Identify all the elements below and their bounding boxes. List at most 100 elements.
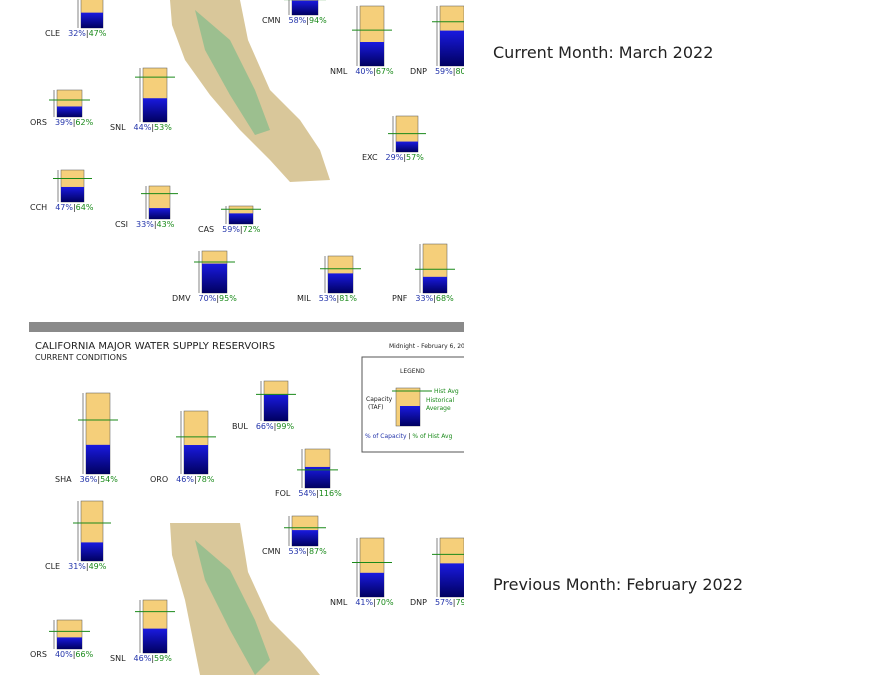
legend-capacity: Capacity: [366, 396, 393, 403]
separator: |: [216, 294, 219, 303]
pct-capacity: 39%: [55, 118, 73, 127]
reservoir-code: CAS: [198, 225, 214, 234]
reservoir-code: EXC: [362, 153, 378, 162]
reservoir-code: FOL: [275, 489, 291, 498]
storage-bar: [81, 12, 103, 28]
storage-bar: [264, 394, 288, 421]
separator: |: [373, 598, 376, 607]
reservoir-label: DMV 70%|95%: [172, 294, 237, 303]
pct-hist: 66%: [75, 650, 93, 659]
separator: |: [73, 118, 76, 127]
pct-hist: 70%: [376, 598, 394, 607]
reservoir-code: CLE: [45, 562, 60, 571]
reservoir-code: PNF: [392, 294, 408, 303]
pct-hist: 57%: [406, 153, 424, 162]
storage-bar: [184, 445, 208, 474]
pct-capacity: 54%: [298, 489, 316, 498]
storage-bar: [292, 530, 318, 546]
pct-capacity: 46%: [134, 654, 152, 663]
separator: |: [433, 294, 436, 303]
reservoir-label: SNL 44%|53%: [110, 123, 172, 132]
reservoir-map-previous: CALIFORNIA MAJOR WATER SUPPLY RESERVOIRS…: [29, 332, 466, 675]
separator: |: [73, 650, 76, 659]
map-valley: [195, 540, 270, 675]
map-valley: [195, 10, 270, 135]
storage-bar: [440, 30, 464, 67]
reservoir-label: SNL 46%|59%: [110, 654, 172, 663]
legend-fill: [400, 406, 420, 426]
pct-capacity: 57%: [435, 598, 453, 607]
pct-capacity: 33%: [415, 294, 433, 303]
reservoir-code: SHA: [55, 475, 72, 484]
reservoir-code: CLE: [45, 29, 60, 38]
pct-capacity: 33%: [136, 220, 154, 229]
map-bottom: [29, 312, 464, 322]
reservoir-label: DNP 57%|79: [410, 598, 466, 607]
storage-bar: [143, 628, 167, 653]
separator: |: [86, 29, 89, 38]
pct-hist: 67%: [376, 67, 394, 76]
reservoir-code: ORS: [30, 118, 47, 127]
pct-hist: 68%: [436, 294, 454, 303]
reservoir-label: ORO 46%|78%: [150, 475, 215, 484]
separator: |: [408, 433, 410, 440]
reservoir-code: CCH: [30, 203, 47, 212]
pct-capacity: 29%: [386, 153, 404, 162]
storage-bar: [81, 542, 103, 561]
reservoir-label: FOL 54%|116%: [275, 489, 342, 498]
reservoir-code: NML: [330, 598, 348, 607]
pct-hist: 79: [455, 598, 465, 607]
pct-hist: 81%: [339, 294, 357, 303]
reservoir-code: DNP: [410, 598, 427, 607]
pct-hist: 47%: [89, 29, 107, 38]
pct-hist: 72%: [243, 225, 261, 234]
reservoir-code: SNL: [110, 654, 126, 663]
pct-capacity: 32%: [68, 29, 86, 38]
storage-bar: [423, 276, 447, 293]
reservoir-label: CAS 59%|72%: [198, 225, 261, 234]
separator: |: [306, 547, 309, 556]
separator: |: [316, 489, 319, 498]
reservoir-code: ORS: [30, 650, 47, 659]
previous-month: Previous Month: February 2022: [493, 575, 743, 594]
pct-hist: 54%: [100, 475, 118, 484]
pct-hist: 95%: [219, 294, 237, 303]
timestamp: Midnight - February 6, 20: [389, 343, 465, 350]
pct-capacity: 58%: [288, 16, 306, 25]
reservoir-label: EXC 29%|57%: [362, 153, 424, 162]
pct-capacity: 59%: [435, 67, 453, 76]
storage-bar: [61, 186, 84, 202]
current-month: Current Month: March 2022: [493, 43, 713, 62]
separator: |: [154, 220, 157, 229]
storage-bar: [229, 213, 253, 224]
reservoir-label: NML 41%|70%: [330, 598, 394, 607]
pct-capacity: 44%: [134, 123, 152, 132]
pct-hist: 43%: [157, 220, 175, 229]
separator: |: [306, 16, 309, 25]
reservoir-label: CLE 32%|47%: [45, 29, 107, 38]
pct-capacity: 53%: [319, 294, 337, 303]
pct-hist: 53%: [154, 123, 172, 132]
separator: |: [403, 153, 406, 162]
pct-capacity: 66%: [256, 422, 274, 431]
reservoir-label: CCH 47%|64%: [30, 203, 94, 212]
separator: |: [97, 475, 100, 484]
separator: |: [453, 67, 456, 76]
pct-hist: 99%: [276, 422, 294, 431]
pct-hist: 94%: [309, 16, 327, 25]
pct-hist: 80: [455, 67, 465, 76]
pct-capacity: 31%: [68, 562, 86, 571]
pct-hist: 87%: [309, 547, 327, 556]
reservoir-code: DNP: [410, 67, 427, 76]
separator: |: [274, 422, 277, 431]
legend-average: Average: [426, 405, 451, 412]
map-subtitle: CURRENT CONDITIONS: [35, 353, 127, 362]
storage-bar: [328, 273, 353, 293]
storage-bar: [305, 466, 330, 488]
reservoir-code: NML: [330, 67, 348, 76]
separator: |: [73, 203, 76, 212]
pct-capacity: 47%: [55, 203, 73, 212]
pct-capacity: 41%: [355, 598, 373, 607]
pct-capacity: 53%: [288, 547, 306, 556]
